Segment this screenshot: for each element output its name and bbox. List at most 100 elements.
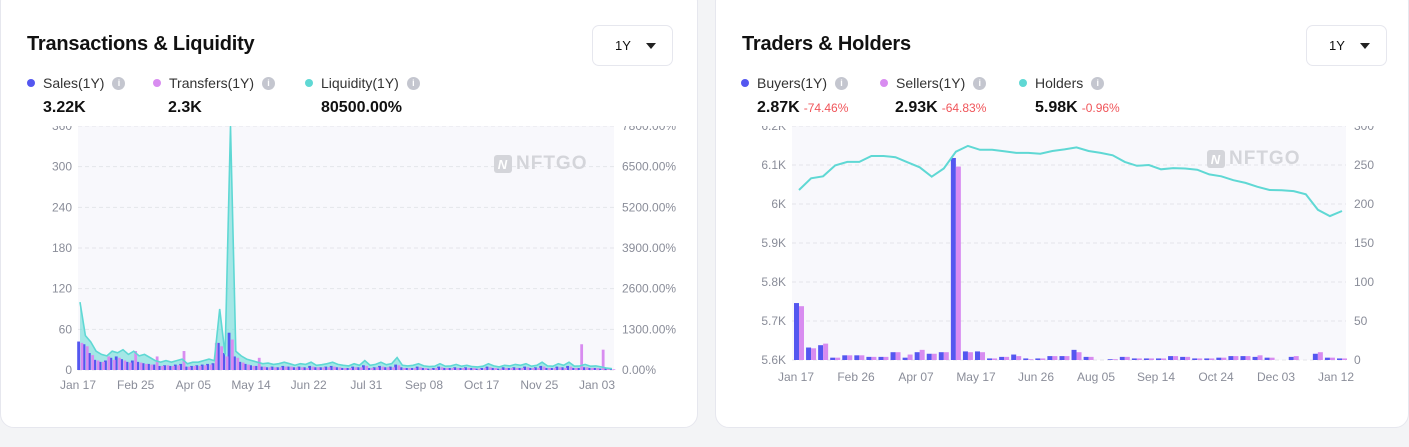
transactions-chart[interactable]: 0 0.00% 60 1300.00% 120 2600.00% 180 3900.00% 24… (1, 126, 698, 416)
legend-sellers[interactable]: Sellers(1Y) i (880, 75, 987, 91)
period-dropdown[interactable]: 1Y (592, 25, 673, 66)
dot-icon (880, 79, 888, 87)
info-icon[interactable]: i (112, 76, 126, 90)
transfers-bar (376, 367, 379, 370)
legend-sales[interactable]: Sales(1Y) i (27, 75, 126, 91)
legend-liquidity[interactable]: Liquidity(1Y) i (305, 75, 420, 91)
sales-bar (426, 368, 430, 370)
sales-bar (206, 363, 209, 370)
buyers-bar (1216, 357, 1222, 360)
buyers-bar (890, 352, 896, 360)
buyers-bar (950, 157, 956, 360)
info-icon[interactable]: i (262, 76, 276, 90)
traders-chart[interactable]: 5.6K 0 5.7K 50 5.8K 100 5.9K 150 6K 200 6.1K 250 6.2… (716, 126, 1409, 416)
sales-bar (238, 361, 242, 370)
legend-transfers[interactable]: Transfers(1Y) i (153, 75, 276, 91)
sales-bar (200, 364, 204, 370)
x-tick: Jan 03 (579, 378, 615, 392)
legend-buyers[interactable]: Buyers(1Y) i (741, 75, 849, 91)
dot-icon (153, 79, 161, 87)
sales-bar (464, 367, 467, 370)
transfers-bar (263, 366, 267, 370)
sellers-bar (1040, 358, 1046, 360)
buyers-bar (842, 355, 848, 360)
transfers-bar (349, 367, 352, 370)
dot-icon (741, 79, 749, 87)
transfers-bar (548, 367, 551, 370)
nftgo-watermark: N NFTGO (494, 153, 588, 175)
sales-bar (431, 367, 435, 370)
sales-bar (544, 367, 548, 370)
buyers-bar (1264, 357, 1270, 360)
sales-bar (276, 367, 279, 370)
transfers-bar (596, 367, 600, 370)
traders-holders-card: Traders & Holders 1Y Buyers(1Y) i Sellers… (715, 0, 1409, 428)
y-tick-left: 6.2K (761, 126, 786, 133)
buyers-value: 2.87K -74.46% (757, 99, 848, 117)
transfers-bar (467, 367, 471, 370)
transfers-bar (580, 344, 584, 370)
transfers-bar (510, 367, 514, 370)
transfers-bar (392, 367, 395, 370)
x-tick: Nov 25 (520, 378, 558, 392)
x-tick: Oct 17 (464, 378, 500, 392)
sales-bar (378, 365, 381, 370)
sellers-bar (1173, 356, 1179, 360)
sales-bar (410, 367, 414, 370)
transfers-bar (429, 368, 433, 370)
transfers-bar (85, 346, 89, 370)
buyers-bar (1131, 358, 1137, 360)
transfers-bar (268, 367, 272, 370)
sales-bar (324, 366, 328, 370)
y-tick-left: 6.1K (761, 158, 786, 172)
transfers-bar (241, 362, 245, 370)
transfers-bar (171, 365, 175, 370)
legend-holders[interactable]: Holders i (1019, 75, 1105, 91)
transfers-bar (569, 366, 573, 370)
transfers-bar (445, 367, 449, 370)
transfers-bar (607, 368, 610, 370)
buyers-bar (962, 351, 968, 360)
transfers-bar (96, 360, 100, 370)
sales-bar (415, 366, 419, 370)
transfers-bar (91, 355, 95, 370)
transfers-bar (370, 367, 374, 370)
sellers-bar (967, 352, 973, 360)
transfers-bar (155, 356, 159, 370)
y-tick-left: 5.7K (761, 314, 786, 328)
info-icon[interactable]: i (406, 76, 420, 90)
transfers-bar (187, 366, 191, 370)
transfers-bar (134, 351, 138, 370)
x-tick: Feb 26 (837, 370, 875, 384)
info-icon[interactable]: i (835, 76, 849, 90)
transfers-bar (343, 367, 347, 370)
buyers-bar (1011, 354, 1017, 360)
sales-bar (593, 367, 596, 370)
sales-bar (560, 367, 564, 370)
transfers-bar (574, 367, 578, 370)
watermark-text: NFTGO (1229, 148, 1301, 169)
buyers-bar (1252, 356, 1258, 360)
transfers-bar (284, 366, 288, 370)
y-tick-right: 5200.00% (622, 200, 676, 214)
sales-bar (421, 367, 424, 370)
change: -0.96% (1081, 101, 1120, 115)
period-dropdown[interactable]: 1Y (1306, 25, 1387, 66)
sales-value: 3.22K (43, 99, 86, 116)
sellers-bar (1209, 358, 1215, 360)
buyers-bar (1288, 356, 1294, 360)
info-icon[interactable]: i (973, 76, 987, 90)
sales-bar (254, 365, 258, 370)
info-icon[interactable]: i (1091, 76, 1105, 90)
sales-bar (394, 364, 398, 370)
y-tick-right: 100 (1354, 275, 1374, 289)
sales-bar (523, 366, 527, 370)
buyers-bar (1047, 356, 1053, 360)
sellers-bar (1112, 359, 1118, 360)
sellers-bar (1233, 356, 1239, 360)
buyers-bar (1168, 356, 1174, 360)
sales-bar (576, 367, 580, 370)
sellers-bar (1124, 356, 1130, 360)
sales-bar (195, 365, 199, 370)
buyers-bar (1204, 358, 1210, 360)
